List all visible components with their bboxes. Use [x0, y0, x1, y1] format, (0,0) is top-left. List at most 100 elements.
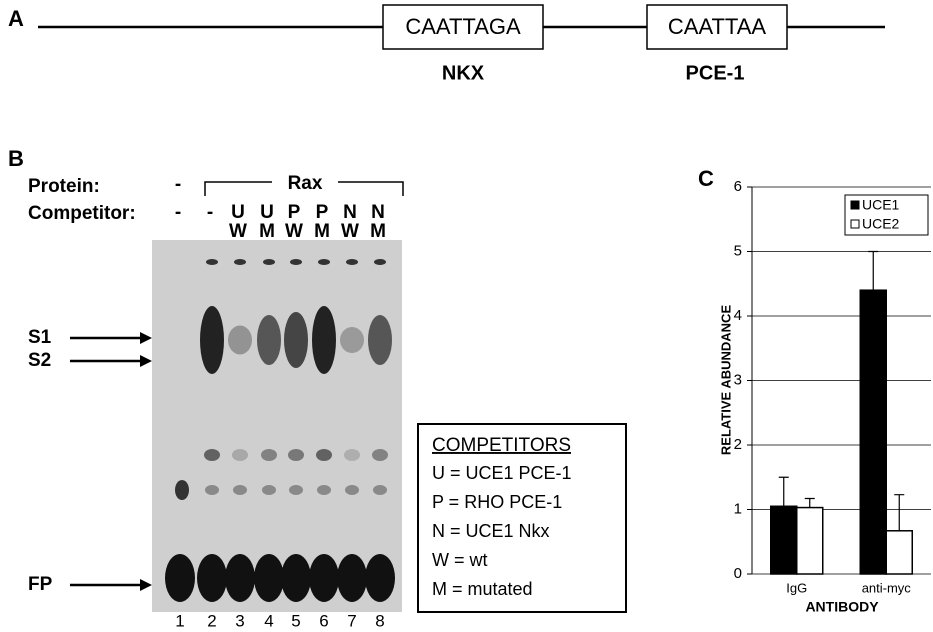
- legend-swatch: [850, 219, 860, 229]
- protein-name: Rax: [288, 173, 323, 194]
- gel-band: [165, 554, 195, 602]
- gel-band: [372, 449, 388, 461]
- y-tick-label: 2: [734, 436, 742, 453]
- competitor-form: W: [285, 221, 303, 242]
- legend-box: [417, 423, 627, 613]
- gel: [152, 240, 402, 612]
- gel-bands: [165, 259, 395, 602]
- gel-band: [368, 315, 392, 365]
- site-box: [646, 4, 788, 50]
- bar: [796, 506, 824, 575]
- error-bar: [778, 476, 789, 507]
- gel-band: [175, 480, 189, 500]
- site-box: [382, 4, 544, 50]
- competitor-code: -: [175, 202, 181, 223]
- y-axis-title: RELATIVE ABUNDANCE: [718, 305, 733, 456]
- legend-line: P = RHO PCE-1: [432, 492, 562, 512]
- competitor-code: U: [260, 202, 274, 223]
- competitor-form: M: [259, 221, 275, 242]
- gel-band: [228, 325, 252, 355]
- y-tick-label: 0: [734, 565, 742, 582]
- x-tick-label: anti-myc: [862, 580, 912, 595]
- legend-line: U = UCE1 PCE-1: [432, 463, 572, 483]
- gel-band: [262, 485, 276, 495]
- gel-band: [345, 485, 359, 495]
- arrow-head: [140, 355, 152, 367]
- competitor-code: P: [316, 202, 329, 223]
- y-tick-label: 5: [734, 242, 742, 259]
- lane-number: 2: [207, 611, 216, 630]
- legend-swatch: [850, 200, 860, 210]
- competitor-form: M: [370, 221, 386, 242]
- competitor-form: W: [341, 221, 359, 242]
- row-label: Competitor:: [28, 203, 136, 224]
- band-label: S1: [28, 327, 52, 348]
- bar: [885, 530, 913, 575]
- y-tick-label: 3: [734, 371, 742, 388]
- y-tick-label: 6: [734, 178, 742, 195]
- competitor-code: U: [231, 202, 245, 223]
- gel-band: [337, 554, 367, 602]
- gel-band: [257, 315, 281, 365]
- bar: [770, 505, 798, 575]
- competitor-code: N: [343, 202, 357, 223]
- gel-band: [254, 554, 284, 602]
- panel-label: C: [698, 166, 714, 191]
- legend-label: UCE1: [862, 197, 900, 213]
- competitor-code: N: [371, 202, 385, 223]
- gel-band: [289, 485, 303, 495]
- gel-band: [232, 449, 248, 461]
- gel-band: [365, 554, 395, 602]
- site-sequence: CAATTAA: [668, 14, 767, 39]
- error-bar: [868, 250, 879, 291]
- competitor-form: W: [229, 221, 247, 242]
- gel-band: [374, 259, 386, 265]
- gel-band: [318, 259, 330, 265]
- legend-line: N = UCE1 Nkx: [432, 521, 550, 541]
- gel-band: [344, 449, 360, 461]
- protein-none: -: [175, 174, 181, 195]
- gel-band: [197, 554, 227, 602]
- lane-number: 4: [264, 611, 273, 630]
- site-name: PCE-1: [686, 62, 745, 84]
- panel-label: A: [8, 6, 24, 31]
- gel-band: [233, 485, 247, 495]
- gel-band: [340, 327, 364, 353]
- competitor-code: -: [207, 202, 213, 223]
- y-tick-label: 1: [734, 500, 742, 517]
- gel-band: [204, 449, 220, 461]
- competitor-form: M: [314, 221, 330, 242]
- gel-band: [316, 449, 332, 461]
- gel-band: [312, 306, 336, 374]
- x-tick-label: IgG: [786, 580, 807, 595]
- lane-number: 7: [347, 611, 356, 630]
- lane-number: 3: [235, 611, 244, 630]
- error-bar: [804, 497, 815, 508]
- gel-band: [263, 259, 275, 265]
- band-label: S2: [28, 350, 51, 371]
- arrow-head: [140, 332, 152, 344]
- gel-band: [373, 485, 387, 495]
- bracket-gap: [272, 173, 338, 193]
- gel-band: [206, 259, 218, 265]
- gel-band: [261, 449, 277, 461]
- arrow-head: [140, 579, 152, 591]
- gel-band: [284, 312, 308, 368]
- row-label: Protein:: [28, 176, 100, 197]
- lane-number: 6: [319, 611, 328, 630]
- site-sequence: CAATTAGA: [405, 14, 521, 39]
- error-bar: [894, 494, 905, 531]
- gel-band: [290, 259, 302, 265]
- gel-band: [346, 259, 358, 265]
- site-name: NKX: [442, 62, 485, 84]
- panel-label: B: [8, 146, 24, 171]
- gel-band: [205, 485, 219, 495]
- competitor-code: P: [288, 202, 301, 223]
- bar: [859, 289, 887, 575]
- legend-line: W = wt: [432, 550, 488, 570]
- gel-band: [317, 485, 331, 495]
- lane-number: 5: [291, 611, 300, 630]
- band-label: FP: [28, 574, 53, 595]
- legend-title: COMPETITORS: [432, 435, 571, 456]
